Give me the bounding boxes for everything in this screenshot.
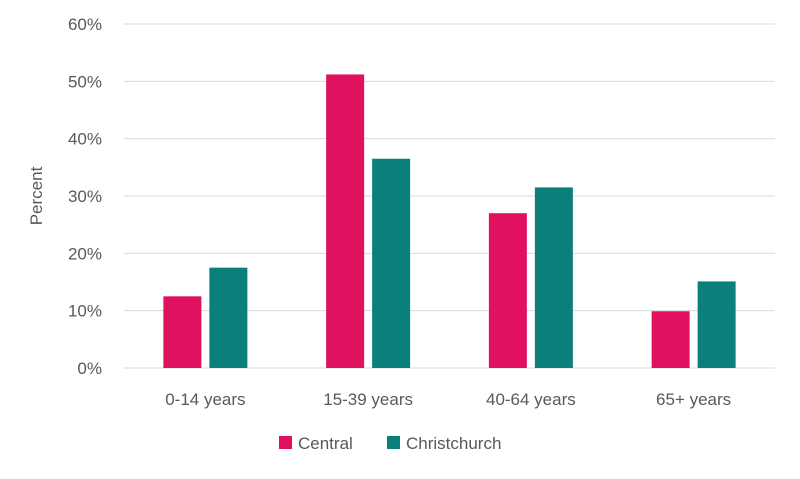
y-axis-title: Percent [27,166,46,225]
y-tick-label: 60% [68,15,102,34]
y-tick-label: 0% [77,359,102,378]
x-tick-label: 15-39 years [323,390,413,409]
bar-central [488,213,527,368]
x-axis-ticks: 0-14 years 15-39 years 40-64 years 65+ year… [165,390,731,409]
bar-christchurch [697,281,736,368]
legend-label-christchurch: Christchurch [406,434,501,453]
x-tick-label: 0-14 years [165,390,245,409]
y-axis-ticks: 0% 10% 20% 30% 40% 50% 60% [68,15,102,378]
bars [163,74,736,368]
x-tick-label: 65+ years [656,390,731,409]
bar-central [651,311,690,368]
bar-christchurch [534,187,573,368]
y-tick-label: 20% [68,244,102,263]
y-tick-label: 30% [68,187,102,206]
legend-label-central: Central [298,434,353,453]
bar-central [163,296,202,368]
y-tick-label: 10% [68,302,102,321]
legend-swatch-christchurch [387,436,400,449]
bar-christchurch [209,267,248,368]
y-tick-label: 50% [68,72,102,91]
legend-swatch-central [279,436,292,449]
bar-christchurch [372,158,411,368]
x-tick-label: 40-64 years [486,390,576,409]
y-tick-label: 40% [68,130,102,149]
bar-central [326,74,365,368]
legend: Central Christchurch [279,434,501,453]
